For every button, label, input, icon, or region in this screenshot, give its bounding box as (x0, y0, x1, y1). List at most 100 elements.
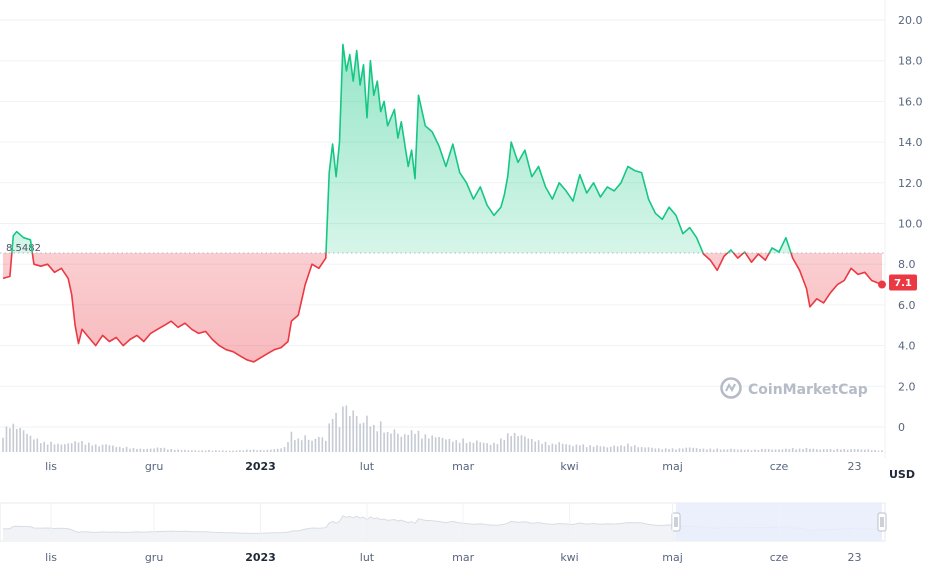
volume-bar (465, 443, 468, 452)
navigator-tick-label: lis (45, 551, 57, 564)
price-area-above (3, 44, 882, 254)
volume-bar (778, 449, 780, 452)
volume-bar (173, 449, 176, 452)
volume-bar (191, 450, 193, 452)
volume-bar (520, 435, 523, 452)
volume-bar (379, 421, 382, 452)
volume-bar (270, 449, 272, 452)
volume-bar (712, 449, 715, 452)
volume-bar (881, 450, 883, 452)
volume-bar (860, 449, 863, 452)
volume-bar (651, 447, 653, 452)
current-price-badge-bg (889, 274, 917, 291)
navigator-tick-label: cze (770, 551, 789, 564)
y-tick-label: 10.0 (898, 218, 923, 231)
volume-bar (623, 446, 626, 452)
volume-bar (506, 433, 509, 452)
volume-bar (795, 449, 797, 452)
y-tick-label: 0 (898, 421, 905, 434)
volume-bar (280, 448, 282, 452)
volume-bar (867, 449, 870, 452)
volume-bar (682, 448, 684, 452)
x-tick-label: kwi (560, 460, 578, 473)
volume-bar (36, 438, 39, 452)
volume-bar (596, 445, 598, 452)
volume-bar (654, 448, 657, 452)
volume-bar (452, 441, 454, 452)
volume-bar (688, 447, 691, 452)
volume-bar (259, 449, 262, 452)
volume-bar (427, 438, 430, 452)
volume-bar (829, 448, 832, 452)
volume-bar (256, 450, 258, 452)
volume-bar (685, 447, 688, 452)
volume-bar (843, 448, 846, 452)
y-tick-label: 18.0 (898, 55, 923, 68)
volume-bar (242, 450, 245, 452)
volume-bar (699, 448, 701, 452)
volume-bar (870, 450, 873, 452)
volume-bar (445, 439, 447, 452)
volume-bar (709, 448, 712, 452)
y-tick-label: 20.0 (898, 14, 923, 27)
volume-bar (77, 442, 80, 452)
y-tick-label: 12.0 (898, 177, 923, 190)
volume-bar (616, 446, 619, 452)
volume-bar (70, 443, 73, 452)
x-tick-label: lis (45, 460, 57, 473)
volume-bar (355, 415, 358, 452)
volume-bar (644, 447, 646, 452)
volume-bar (582, 444, 585, 452)
volume-bar (407, 434, 409, 452)
navigator-handle-left[interactable] (671, 512, 681, 532)
volume-bar (142, 449, 145, 452)
price-area (3, 44, 882, 362)
volume-bar (235, 450, 238, 452)
navigator-handle-right[interactable] (877, 512, 887, 532)
volume-bar (149, 448, 152, 452)
volume-bar (60, 444, 63, 452)
volume-bar (613, 445, 615, 452)
volume-bar (118, 446, 121, 452)
volume-bar (476, 440, 478, 452)
volume-bar (819, 449, 821, 452)
volume-bar (115, 447, 118, 452)
volume-bar (386, 431, 389, 452)
volume-bar (431, 435, 433, 452)
volume-bar (730, 448, 732, 452)
volume-bar (88, 442, 90, 452)
current-price-value: 7.1 (894, 278, 912, 289)
volume-bar (627, 443, 629, 452)
volume-bar (232, 450, 234, 452)
volume-bar (589, 445, 591, 452)
volume-bar (390, 433, 392, 452)
navigator-tick-label: gru (145, 551, 163, 564)
volume-bar (839, 449, 842, 452)
current-price-badge: 7.1 (878, 274, 917, 291)
volume-bar (19, 428, 21, 452)
volume-bar (637, 447, 640, 452)
volume-bar (417, 430, 420, 452)
volume-bar (548, 445, 550, 452)
volume-bar (345, 405, 348, 452)
currency-label: USD (889, 468, 915, 481)
volume-bar (534, 441, 537, 452)
volume-bar (455, 440, 458, 452)
volume-bar (874, 449, 876, 452)
volume-bar (201, 450, 203, 452)
volume-bar (225, 450, 227, 452)
volume-bar (167, 449, 169, 452)
navigator-tick-label: kwi (560, 551, 578, 564)
range-navigator[interactable] (0, 502, 887, 542)
volume-bar (215, 450, 217, 452)
volume-bar (489, 444, 492, 452)
volume-bar (318, 436, 320, 452)
volume-bar (132, 447, 135, 452)
volume-bar (105, 444, 107, 452)
volume-bar (84, 444, 87, 452)
volume-bar (180, 450, 183, 452)
price-line-above (11, 43, 792, 254)
volume-bar (57, 443, 59, 452)
volume-bar (324, 440, 327, 452)
